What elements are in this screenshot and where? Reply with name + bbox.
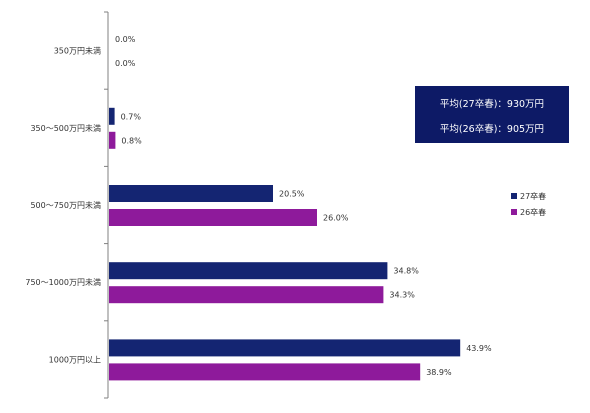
category-label: 750～1000万円未満 bbox=[25, 277, 101, 287]
category-label: 350～500万円未満 bbox=[30, 123, 101, 133]
category-label: 1000万円以上 bbox=[49, 355, 101, 364]
data-label: 38.9% bbox=[426, 368, 452, 377]
data-label: 43.9% bbox=[466, 344, 492, 353]
data-label: 0.8% bbox=[121, 136, 142, 145]
legend: 27卒春 26卒春 bbox=[511, 188, 546, 220]
data-label: 0.7% bbox=[121, 112, 142, 121]
bar bbox=[109, 286, 384, 304]
bar bbox=[109, 209, 317, 226]
average-27-label: 平均(27卒春)：930万円 bbox=[439, 99, 545, 110]
category-labels: 350万円未満 350～500万円未満 500～750万円未満 750～1000万円未… bbox=[25, 46, 101, 365]
category-label: 500～750万円未満 bbox=[30, 200, 101, 210]
legend-label-26: 26卒春 bbox=[520, 207, 547, 217]
bars bbox=[109, 107, 461, 381]
legend-swatch-26 bbox=[511, 209, 517, 215]
data-label: 0.0% bbox=[115, 35, 136, 44]
legend-swatch-27 bbox=[511, 193, 517, 199]
legend-item-27: 27卒春 bbox=[511, 188, 546, 204]
data-label: 0.0% bbox=[115, 59, 136, 68]
category-axis bbox=[104, 11, 109, 399]
legend-item-26: 26卒春 bbox=[511, 204, 546, 220]
bar bbox=[109, 339, 461, 357]
data-label: 34.8% bbox=[393, 267, 419, 276]
legend-label-27: 27卒春 bbox=[520, 191, 547, 201]
bar bbox=[109, 262, 388, 280]
data-label: 20.5% bbox=[279, 190, 305, 199]
average-26-label: 平均(26卒春)：905万円 bbox=[439, 124, 545, 135]
data-label: 26.0% bbox=[323, 214, 349, 223]
bar bbox=[109, 363, 421, 381]
bar bbox=[109, 107, 115, 125]
bar bbox=[109, 185, 273, 202]
data-label: 34.3% bbox=[389, 291, 415, 300]
average-box: 平均(27卒春)：930万円 平均(26卒春)：905万円 bbox=[415, 86, 569, 143]
category-label: 350万円未満 bbox=[54, 46, 101, 56]
data-labels: 0.0% 0.0% 0.7% 0.8% 20.5% 26.0% 34.8% 34.3% 43.9… bbox=[115, 35, 492, 377]
bar bbox=[109, 131, 116, 149]
